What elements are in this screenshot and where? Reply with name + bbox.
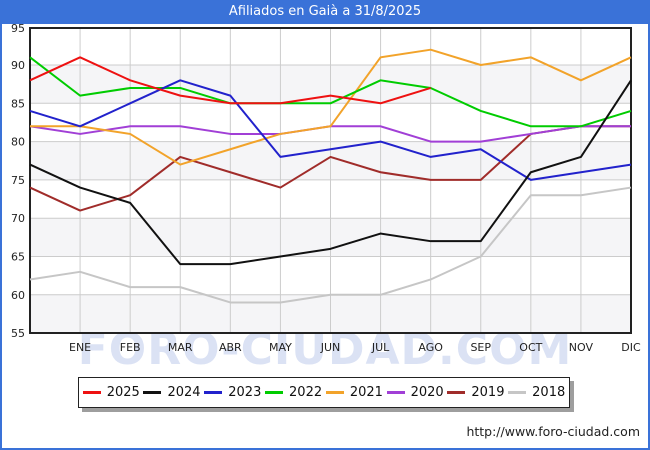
x-axis-month-label: AGO: [418, 341, 443, 354]
x-axis-month-label: JUN: [320, 341, 341, 354]
legend-label-2018: 2018: [532, 385, 566, 400]
series-line-2018: [29, 186, 632, 304]
y-axis-tick-label: 75: [11, 174, 25, 187]
y-axis-tick-label: 95: [11, 22, 25, 35]
series-line-2025: [29, 56, 431, 105]
series-line-2021: [30, 48, 632, 166]
y-axis-tick-label: 65: [11, 251, 25, 264]
legend-label-2020: 2020: [410, 385, 444, 400]
legend-swatch-2020: [386, 391, 405, 394]
legend-item-2022: 2022: [265, 385, 322, 400]
legend-item-2019: 2019: [447, 385, 504, 400]
title-bar: Afiliados en Gaià a 31/8/2025: [0, 0, 650, 24]
y-axis-tick-label: 60: [11, 289, 25, 302]
legend-swatch-2018: [508, 391, 527, 394]
legend-label-2021: 2021: [349, 385, 383, 400]
y-axis-tick-label: 55: [11, 327, 25, 340]
x-axis-month-label: DIC: [621, 341, 641, 354]
x-axis-month-label: JUL: [371, 341, 390, 354]
x-axis-month-label: MAY: [269, 341, 292, 354]
legend-item-2025: 2025: [82, 385, 140, 400]
y-axis-tick-label: 80: [11, 136, 25, 149]
legend-swatch-2024: [143, 391, 162, 394]
x-axis-month-label: OCT: [519, 341, 542, 354]
legend-label-2023: 2023: [228, 385, 262, 400]
legend-item-2023: 2023: [204, 385, 261, 400]
plot-border: [29, 27, 632, 334]
legend-swatch-2022: [265, 391, 284, 394]
series-line-2024: [29, 79, 632, 266]
legend: 2025 2024 2023 2022 2021 2020 2019 2018: [78, 377, 570, 408]
series-line-2023: [29, 79, 632, 181]
y-axis-tick-label: 90: [11, 59, 25, 72]
legend-label-2019: 2019: [471, 385, 505, 400]
legend-swatch-2025: [82, 391, 101, 394]
chart-title: Afiliados en Gaià a 31/8/2025: [228, 4, 422, 19]
x-axis-month-label: NOV: [569, 341, 594, 354]
legend-item-2021: 2021: [325, 385, 383, 400]
legend-item-2020: 2020: [386, 385, 444, 400]
y-axis-tick-label: 85: [11, 97, 25, 110]
x-axis-month-label: ENE: [69, 341, 91, 354]
x-axis-month-label: FEB: [120, 341, 141, 354]
x-axis-month-label: ABR: [219, 341, 242, 354]
series-line-2022: [29, 56, 632, 128]
x-axis-month-label: SEP: [470, 341, 491, 354]
y-axis-tick-label: 70: [11, 212, 25, 225]
footer-link[interactable]: http://www.foro-ciudad.com: [466, 424, 640, 439]
legend-swatch-2023: [204, 391, 223, 394]
legend-swatch-2019: [447, 391, 466, 394]
legend-label-2025: 2025: [106, 385, 140, 400]
legend-item-2024: 2024: [143, 385, 201, 400]
legend-label-2024: 2024: [167, 385, 201, 400]
x-axis-month-label: MAR: [168, 341, 193, 354]
legend-swatch-2021: [325, 391, 344, 394]
legend-label-2022: 2022: [289, 385, 323, 400]
legend-item-2018: 2018: [508, 385, 565, 400]
